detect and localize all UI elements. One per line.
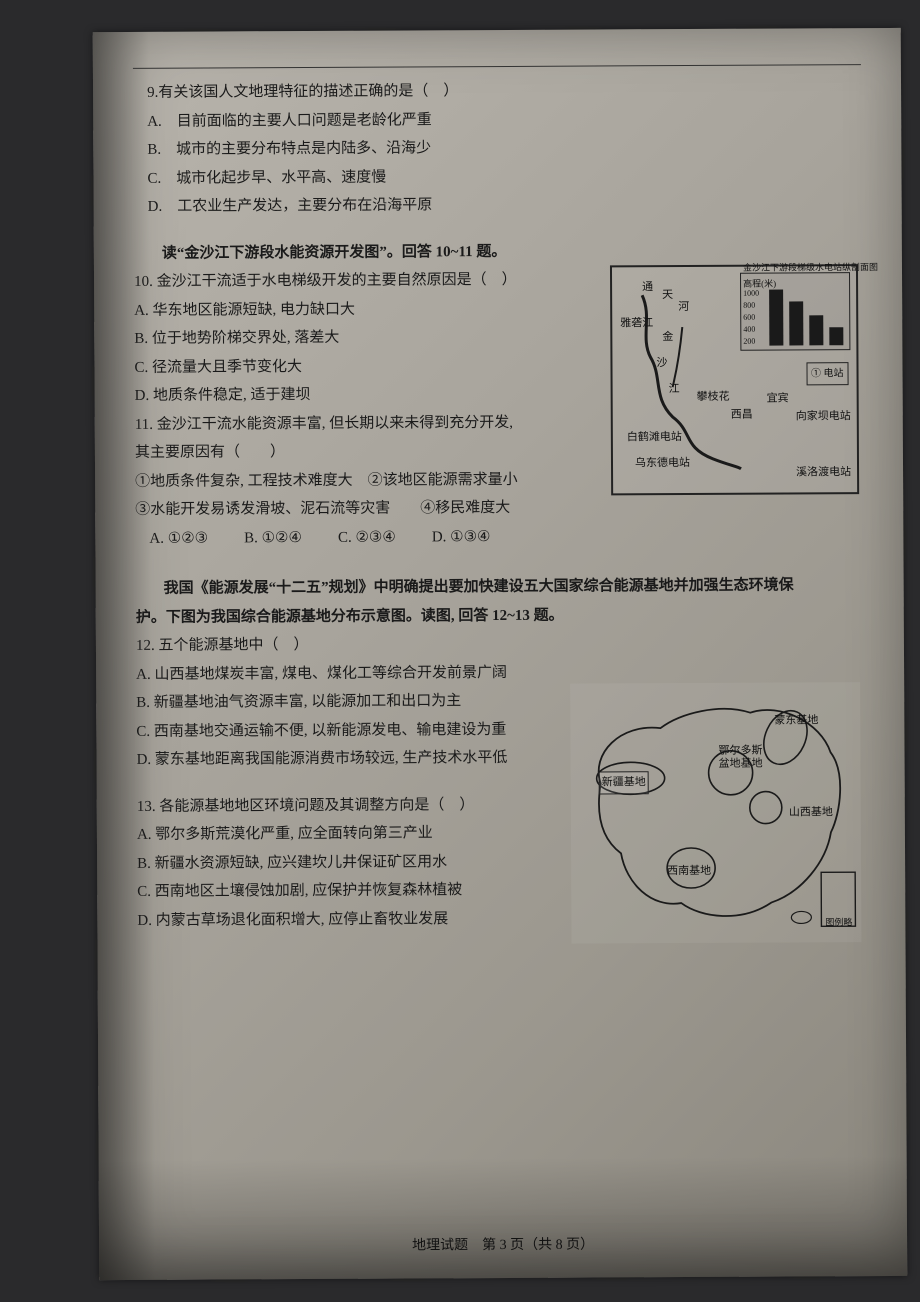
fig1-title: 金沙江下游段梯级水电站纵剖面图 [743,259,878,277]
fig1-panzhihua: 攀枝花 [697,387,730,408]
figure-jinsha-map: 金沙江下游段梯级水电站纵剖面图 高程(米) 1000800600400200 ①… [610,264,859,495]
fig1-xiangjiaba: 向家坝电站 [796,406,851,427]
page-footer: 地理试题 第 3 页（共 8 页） [99,1232,907,1256]
q11-C: C. ②③④ [338,523,396,552]
fig1-rvr-5: 江 [669,379,680,400]
fig1-legend: ① 电站 [806,362,849,385]
q11-D: D. ①③④ [432,523,491,552]
fig2-mengdong: 蒙东基地 [774,710,818,731]
fig1-wudongde: 乌东德电站 [635,453,690,474]
fig2-ordos: 鄂尔多斯盆地基地 [718,745,762,772]
q9-optD: D. 工农业生产发达，主要分布在沿海平原 [134,189,862,221]
fig1-rvr-4: 沙 [656,353,667,374]
fig1-rvr-3: 金 [662,327,673,348]
intro-12b: 护。下图为我国综合能源基地分布示意图。读图, 回答 12~13 题。 [136,600,864,632]
figure-china-energy-bases: 新疆基地 鄂尔多斯盆地基地 蒙东基地 山西基地 西南基地 图例略 [570,682,861,944]
fig2-legend-note: 图例略 [825,914,852,931]
q11-A: A. ①②③ [149,524,208,553]
q11-options-row: A. ①②③ B. ①②④ C. ②③④ D. ①③④ [135,521,863,553]
q12-stem: 12. 五个能源基地中（ ） [136,628,864,660]
scanned-page: 9.有关该国人文地理特征的描述正确的是（ ） A. 目前面临的主要人口问题是老龄… [93,28,908,1280]
q9-optB: B. 城市的主要分布特点是内陆多、沿海少 [133,132,861,164]
fig2-xinjiang: 新疆基地 [599,771,649,794]
fig1-xichang: 西昌 [731,405,753,426]
fig1-baihetan: 白鹤滩电站 [627,427,682,448]
q9-optA: A. 目前面临的主要人口问题是老龄化严重 [133,104,861,136]
fig1-yalong: 雅砻江 [620,313,653,334]
fig1-rvr-1: 天 [662,285,673,306]
fig1-bar-2 [809,315,823,345]
intro-12a: 我国《能源发展“十二五”规划》中明确提出要加快建设五大国家综合能源基地并加强生态… [136,571,864,603]
fig1-bar-1 [789,301,803,345]
fig1-xiluodu: 溪洛渡电站 [796,462,851,483]
q9-optC: C. 城市化起步早、水平高、速度慢 [133,161,861,193]
fig1-bar-3 [829,327,843,345]
fig1-rvr-0: 通 [642,277,653,298]
fig1-yibin: 宜宾 [767,388,789,409]
q9-stem: 9.有关该国人文地理特征的描述正确的是（ ） [133,75,861,107]
page-content: 9.有关该国人文地理特征的描述正确的是（ ） A. 目前面临的主要人口问题是老龄… [133,58,867,1220]
top-rule [133,64,861,69]
fig1-tick-4: 200 [743,334,755,349]
fig2-shanxi: 山西基地 [789,802,833,823]
q11-o2: ③水能开发易诱发滑坡、泥石流等灾害 ④移民难度大 [135,492,863,524]
figure-jinsha-bar-inset: 金沙江下游段梯级水电站纵剖面图 高程(米) 1000800600400200 [740,272,850,351]
fig2-xinan: 西南基地 [667,861,711,882]
fig1-rvr-2: 河 [678,297,689,318]
fig1-bar-0 [769,290,783,346]
q11-B: B. ①②④ [244,524,302,553]
